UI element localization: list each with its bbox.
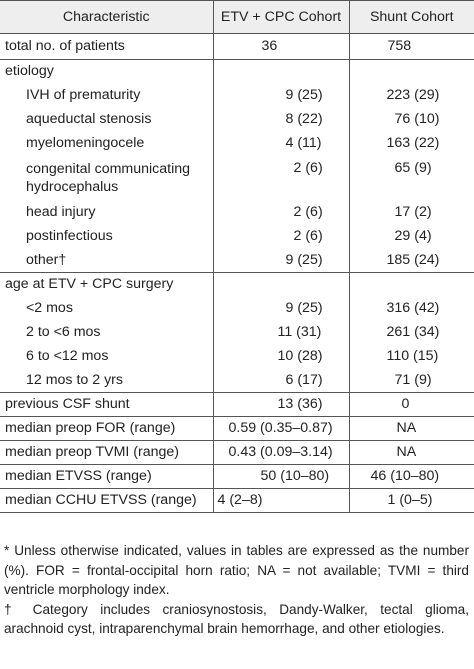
- table-row: median preop FOR (range) 0.59 (0.35–0.87…: [0, 416, 474, 441]
- column-header-characteristic: Characteristic: [0, 0, 214, 34]
- shunt-value: 223 (29): [386, 87, 440, 103]
- table-footnotes: * Unless otherwise indicated, values in …: [4, 541, 469, 639]
- etv-value: 11 (31): [213, 320, 350, 345]
- characteristics-table: Characteristic ETV + CPC Cohort Shunt Co…: [0, 0, 474, 513]
- table-row: median CCHU ETVSS (range) 4 (2–8) 1 (0–5…: [0, 488, 474, 513]
- table-row: IVH of prematurity 9 (25) 223 (29): [0, 83, 474, 108]
- shunt-value: [349, 60, 474, 84]
- etv-value: 9 (25): [213, 296, 350, 321]
- footnote-dagger: † Category includes craniosynostosis, Da…: [4, 601, 469, 637]
- row-label: head injury: [0, 200, 214, 225]
- shunt-value: 65 (9): [394, 159, 432, 176]
- etv-value: 9 (25): [213, 83, 350, 108]
- etv-value: 0.59 (0.35–0.87): [213, 416, 350, 441]
- row-label: 2 to <6 mos: [0, 320, 214, 345]
- row-label: median CCHU ETVSS (range): [0, 488, 214, 513]
- row-label: 12 mos to 2 yrs: [0, 368, 214, 393]
- shunt-value: 29 (4): [394, 228, 432, 244]
- shunt-value: [349, 273, 474, 297]
- shunt-value: 71 (9): [349, 368, 474, 393]
- etv-value: 10 (28): [213, 344, 350, 369]
- table-row: postinfectious 2 (6) 29 (4): [0, 224, 474, 249]
- shunt-value: 316 (42): [386, 300, 440, 316]
- etv-value: 4 (11): [213, 131, 350, 156]
- row-label: etiology: [0, 59, 214, 84]
- row-label: 6 to <12 mos: [0, 344, 214, 369]
- table-row: head injury 2 (6) 17 (2): [0, 200, 474, 225]
- row-label: aqueductal stenosis: [0, 107, 214, 132]
- shunt-value: 110 (15): [386, 348, 439, 364]
- row-label: other†: [0, 248, 214, 273]
- row-label: median ETVSS (range): [0, 464, 214, 489]
- etv-value: 2 (6): [213, 200, 350, 225]
- table-header-row: Characteristic ETV + CPC Cohort Shunt Co…: [0, 0, 474, 34]
- etv-value: 8 (22): [213, 107, 350, 132]
- table-row: median ETVSS (range) 50 (10–80) 46 (10–8…: [0, 464, 474, 489]
- etv-value: 9 (25): [213, 248, 350, 273]
- table-row: 12 mos to 2 yrs 6 (17) 71 (9): [0, 368, 474, 393]
- table-row: previous CSF shunt 13 (36) 0: [0, 392, 474, 417]
- shunt-value: 261 (34): [386, 324, 440, 340]
- table-row: 2 to <6 mos 11 (31) 261 (34): [0, 320, 474, 345]
- table-row: 6 to <12 mos 10 (28) 110 (15): [0, 344, 474, 369]
- table-row: other† 9 (25) 185 (24): [0, 248, 474, 273]
- table-row: median preop TVMI (range) 0.43 (0.09–3.1…: [0, 440, 474, 465]
- shunt-value: 1 (0–5): [349, 488, 474, 513]
- etv-value: 13 (36): [213, 392, 350, 417]
- table-row: age at ETV + CPC surgery: [0, 272, 474, 297]
- row-label: IVH of prematurity: [0, 83, 214, 108]
- shunt-value: 46 (10–80): [349, 464, 474, 489]
- table-row: total no. of patients 36 758: [0, 33, 474, 60]
- etv-value: 0.43 (0.09–3.14): [213, 440, 350, 465]
- etv-value: [213, 272, 350, 297]
- etv-value: 36: [213, 33, 350, 60]
- shunt-value: 163 (22): [386, 135, 440, 151]
- shunt-value: NA: [349, 440, 474, 465]
- etv-value: 2 (6): [213, 224, 350, 249]
- row-label: median preop FOR (range): [0, 416, 214, 441]
- etv-value: 4 (2–8): [213, 488, 350, 513]
- etv-value: 6 (17): [213, 368, 350, 393]
- row-label: postinfectious: [0, 224, 214, 249]
- table-row: myelomeningocele 4 (11) 163 (22): [0, 131, 474, 156]
- table-row: congenital communicating hydrocephalus 2…: [0, 155, 474, 201]
- row-label: age at ETV + CPC surgery: [0, 272, 214, 297]
- row-label-line: hydrocephalus: [26, 178, 119, 195]
- etv-value: 2 (6): [213, 155, 350, 201]
- shunt-value: NA: [349, 416, 474, 441]
- row-label: median preop TVMI (range): [0, 440, 214, 465]
- row-label: myelomeningocele: [0, 131, 214, 156]
- column-header-etv-cohort: ETV + CPC Cohort: [213, 0, 350, 34]
- footnote-star: * Unless otherwise indicated, values in …: [4, 543, 469, 597]
- shunt-value: 17 (2): [394, 204, 432, 220]
- shunt-value: 0: [349, 392, 474, 417]
- column-header-shunt-cohort: Shunt Cohort: [349, 0, 474, 34]
- row-label-line: congenital communicating: [26, 160, 191, 177]
- etv-value: [213, 59, 350, 84]
- row-label: congenital communicating hydrocephalus: [0, 155, 214, 201]
- row-label: previous CSF shunt: [0, 392, 214, 417]
- row-label: total no. of patients: [0, 33, 214, 60]
- etv-value: 50 (10–80): [213, 464, 350, 489]
- table-row: <2 mos 9 (25) 316 (42): [0, 296, 474, 321]
- shunt-value: 185 (24): [349, 248, 474, 273]
- table-row: aqueductal stenosis 8 (22) 76 (10): [0, 107, 474, 132]
- shunt-value: 76 (10): [394, 111, 440, 127]
- table-row: etiology: [0, 59, 474, 84]
- shunt-value: 758: [349, 33, 474, 60]
- row-label: <2 mos: [0, 296, 214, 321]
